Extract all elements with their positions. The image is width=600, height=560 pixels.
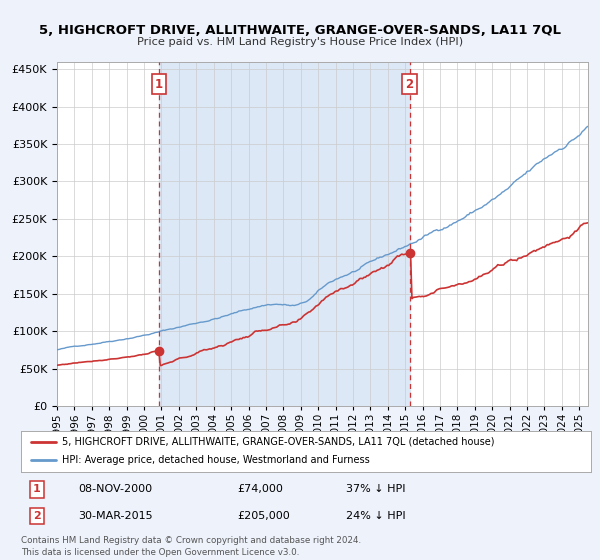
Text: 5, HIGHCROFT DRIVE, ALLITHWAITE, GRANGE-OVER-SANDS, LA11 7QL (detached house): 5, HIGHCROFT DRIVE, ALLITHWAITE, GRANGE-…	[62, 437, 494, 447]
Text: 2: 2	[33, 511, 41, 521]
Text: 08-NOV-2000: 08-NOV-2000	[78, 484, 152, 494]
Text: 2: 2	[406, 78, 413, 91]
Text: 37% ↓ HPI: 37% ↓ HPI	[346, 484, 406, 494]
Text: 1: 1	[33, 484, 41, 494]
Text: This data is licensed under the Open Government Licence v3.0.: This data is licensed under the Open Gov…	[21, 548, 299, 557]
Text: Price paid vs. HM Land Registry's House Price Index (HPI): Price paid vs. HM Land Registry's House …	[137, 37, 463, 47]
Text: HPI: Average price, detached house, Westmorland and Furness: HPI: Average price, detached house, West…	[62, 455, 370, 465]
Text: 5, HIGHCROFT DRIVE, ALLITHWAITE, GRANGE-OVER-SANDS, LA11 7QL: 5, HIGHCROFT DRIVE, ALLITHWAITE, GRANGE-…	[39, 24, 561, 36]
Text: 30-MAR-2015: 30-MAR-2015	[78, 511, 152, 521]
Text: Contains HM Land Registry data © Crown copyright and database right 2024.: Contains HM Land Registry data © Crown c…	[21, 536, 361, 545]
Text: 1: 1	[155, 78, 163, 91]
Text: 24% ↓ HPI: 24% ↓ HPI	[346, 511, 406, 521]
Text: £205,000: £205,000	[238, 511, 290, 521]
Text: £74,000: £74,000	[238, 484, 283, 494]
Bar	[159, 62, 410, 406]
